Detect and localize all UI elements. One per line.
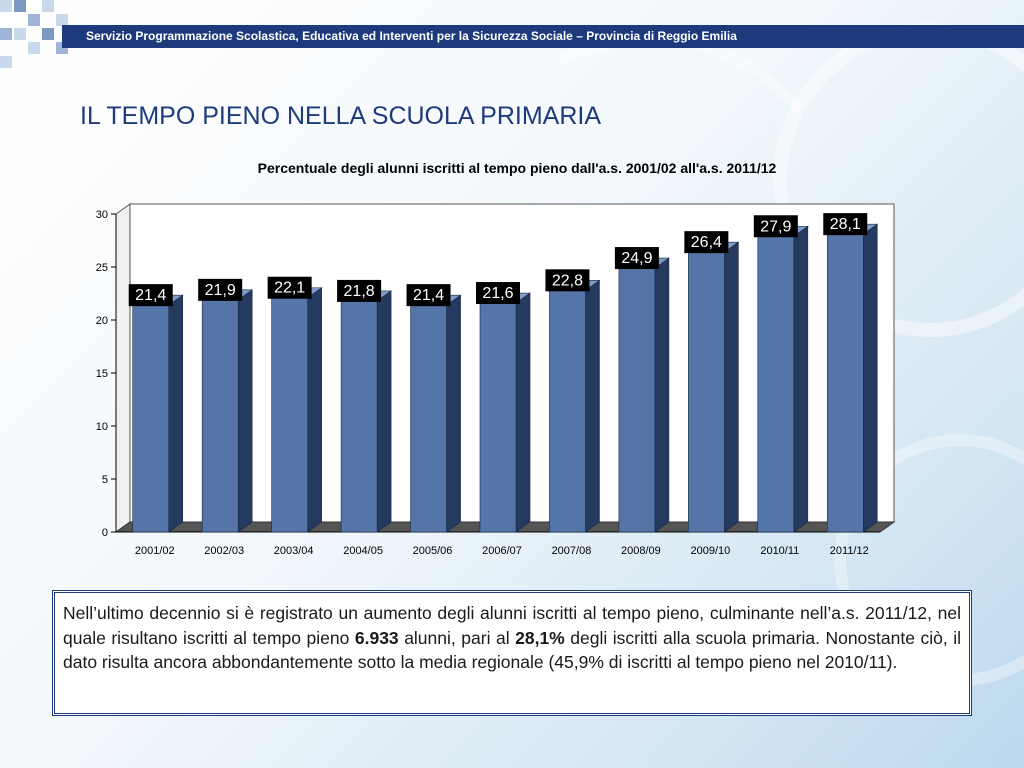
note-part2: alunni, pari al	[398, 627, 516, 648]
x-tick-label: 2004/05	[343, 545, 383, 557]
data-label: 22,1	[274, 280, 305, 297]
data-label-box	[614, 247, 659, 270]
y-tick-label: 25	[96, 262, 108, 274]
x-tick-label: 2011/12	[830, 545, 869, 557]
bar-side	[724, 241, 739, 533]
y-tick-label: 10	[96, 421, 108, 433]
note-percent: 28,1%	[515, 627, 565, 648]
data-label-box	[823, 213, 868, 236]
bar-side	[237, 289, 253, 533]
data-label-box	[684, 231, 729, 254]
data-label-box	[753, 215, 798, 238]
note-paragraph: Nell’ultimo decennio si è registrato un …	[63, 601, 961, 675]
data-label: 24,9	[621, 250, 652, 267]
bar-side	[862, 223, 878, 533]
x-tick-label: 2003/04	[274, 545, 314, 557]
x-tick-label: 2010/11	[760, 545, 799, 557]
corner-squares-logo	[0, 0, 68, 68]
data-label-box	[198, 278, 243, 301]
data-label: 27,9	[760, 218, 791, 235]
header-text: Servizio Programmazione Scolastica, Educ…	[86, 29, 737, 43]
bar-side	[654, 257, 670, 533]
x-tick-label: 2006/07	[482, 545, 522, 557]
bar-side	[446, 294, 461, 533]
x-tick-label: 2008/09	[621, 545, 661, 557]
y-tick-label: 15	[96, 368, 108, 380]
bar-side	[376, 290, 392, 533]
data-label-box	[545, 269, 590, 292]
bar-side	[793, 225, 809, 533]
bar-chart: 0 5 10 15 20 25 30 2001/02 21,4 2002/03 21,9 2003/0…	[96, 203, 896, 557]
bar-side	[515, 292, 531, 533]
bar	[271, 297, 308, 533]
bar	[410, 304, 447, 533]
data-label: 22,8	[552, 272, 583, 289]
y-tick-label: 30	[96, 209, 108, 221]
data-label: 21,4	[135, 287, 166, 304]
bar-side	[307, 287, 322, 533]
x-tick-label: 2005/06	[413, 545, 453, 557]
bar	[688, 251, 725, 533]
note-textbox: Nell’ultimo decennio si è registrato un …	[52, 590, 972, 716]
note-part3: degli iscritti alla scuola primaria. Non…	[63, 627, 961, 673]
data-label: 28,1	[830, 216, 861, 233]
y-tick-label: 0	[102, 527, 108, 539]
bar-side	[168, 294, 184, 533]
bar	[340, 300, 378, 533]
bar	[549, 290, 586, 533]
data-label-box	[476, 282, 520, 305]
bar	[618, 267, 656, 533]
chart-title: Percentuale degli alunni iscritti al tem…	[257, 160, 777, 176]
data-label-box	[128, 284, 173, 307]
note-count: 6.933	[354, 627, 399, 648]
bar	[201, 299, 239, 533]
data-label: 26,4	[691, 234, 722, 251]
bar	[479, 302, 517, 533]
data-label-box	[406, 284, 451, 307]
data-label-box	[337, 279, 382, 302]
data-label: 21,6	[482, 285, 513, 302]
y-tick-label: 5	[102, 474, 108, 486]
data-label: 21,4	[413, 287, 444, 304]
x-tick-label: 2007/08	[552, 545, 592, 557]
x-tick-label: 2009/10	[690, 545, 730, 557]
bar-side	[585, 279, 600, 533]
y-tick-label: 20	[96, 315, 108, 327]
data-label: 21,8	[344, 283, 375, 300]
chart-side-wall	[115, 203, 131, 533]
data-label-box	[267, 276, 312, 299]
data-label: 21,9	[205, 282, 236, 299]
slide-title: IL TEMPO PIENO NELLA SCUOLA PRIMARIA	[80, 102, 601, 130]
bar	[757, 235, 795, 533]
x-tick-label: 2001/02	[135, 545, 175, 557]
x-tick-label: 2002/03	[204, 545, 244, 557]
bar	[132, 304, 170, 533]
bar	[826, 233, 864, 533]
note-part1: Nell’ultimo decennio si è registrato un …	[63, 603, 961, 648]
header-bar: Servizio Programmazione Scolastica, Educ…	[62, 25, 1024, 48]
